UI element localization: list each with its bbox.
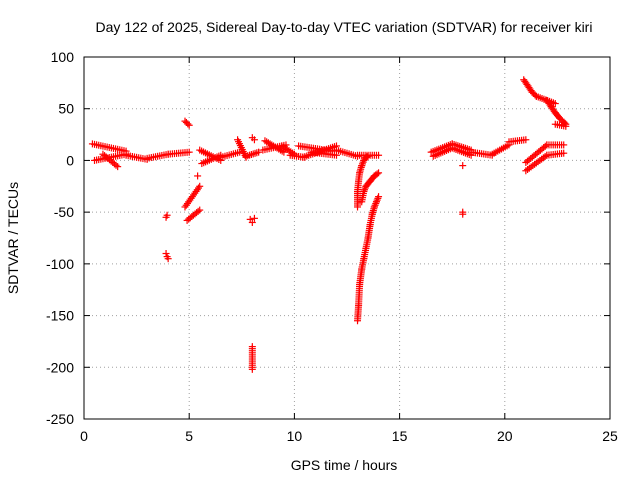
data-point [361,186,369,194]
x-tick-label: 25 [602,428,618,444]
data-point [185,121,193,129]
y-tick-label: 100 [51,49,75,65]
data-point [532,92,540,100]
data-point [373,170,381,178]
data-point [194,207,202,215]
data-point [372,200,380,208]
data-point [185,148,193,156]
data-point [562,120,570,128]
data-point [196,206,204,214]
x-tick-label: 10 [287,428,303,444]
data-point [255,148,263,156]
grid [84,57,610,419]
x-tick-label: 0 [80,428,88,444]
data-point [459,208,467,216]
axis-ticks: 0 5 10 15 20 25 -250 -200 -150 -100 -50 0 50 100 [46,49,618,444]
data-point [560,149,568,157]
plot-frame [83,56,611,420]
data-point [184,120,192,128]
y-tick-label: -50 [54,204,74,220]
y-tick-label: -250 [46,411,74,427]
x-axis-label: GPS time / hours [291,457,398,473]
data-point [374,194,382,202]
data-point [375,193,383,201]
y-tick-label: -150 [46,308,74,324]
x-tick-label: 5 [185,428,193,444]
data-point [163,211,171,219]
data-point [459,162,467,170]
y-tick-label: 50 [58,101,74,117]
data-point [196,182,204,190]
data-point [541,142,549,150]
data-point [372,198,380,206]
data-point [531,91,539,99]
y-tick-label: -100 [46,256,74,272]
data-point [162,250,170,258]
data-point [373,196,381,204]
data-point [370,203,378,211]
data-point [250,136,258,144]
data-point [164,255,172,263]
y-tick-label: 0 [66,152,74,168]
data-point [194,184,202,192]
data-point [561,119,569,127]
x-tick-label: 15 [392,428,408,444]
data-point [364,152,372,160]
data-point [248,365,256,373]
data-point [371,201,379,209]
y-tick-label: -200 [46,359,74,375]
y-axis-label: SDTVAR / TECUs [5,182,21,294]
data-point [360,187,368,195]
data-point [358,160,366,168]
data-points [88,76,570,373]
data-point [375,151,383,159]
data-point [112,161,120,169]
data-point [250,214,258,222]
data-point [551,100,559,108]
data-point [358,162,366,170]
data-point [522,136,530,144]
data-point [114,163,122,171]
x-tick-label: 20 [497,428,513,444]
chart-title: Day 122 of 2025, Sidereal Day-to-day VTE… [96,19,593,35]
data-point [560,141,568,149]
data-point [375,169,383,177]
data-point [248,218,256,226]
data-point [194,172,202,180]
